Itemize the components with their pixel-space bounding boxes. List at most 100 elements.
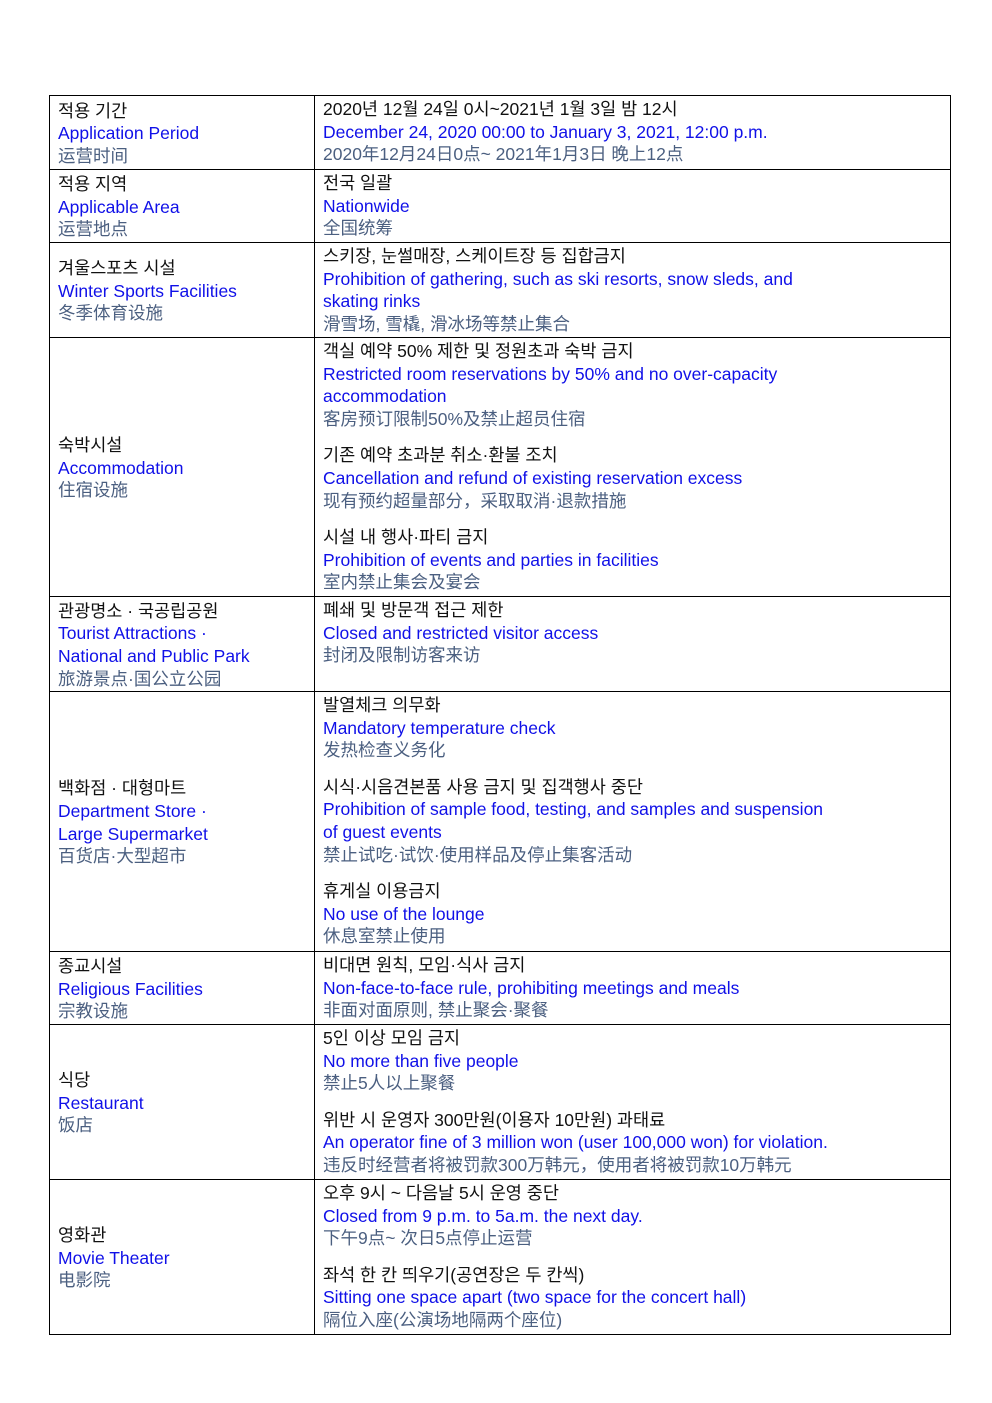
measure-item: 시식·시음견본품 사용 금지 및 집객행사 중단 Prohibition of s… <box>323 776 942 866</box>
measure-item: 객실 예약 50% 제한 및 정원초과 숙박 금지 Restricted room… <box>323 340 942 430</box>
korean-text: 오후 9시 ~ 다음날 5시 운영 중단 <box>323 1183 559 1203</box>
english-text: National and Public Park <box>58 646 250 666</box>
english-text: Closed from 9 p.m. to 5a.m. the next day… <box>323 1205 643 1226</box>
measure-cell: 발열체크 의무화 Mandatory temperature check 发热检查义… <box>314 691 951 952</box>
english-text: Closed and restricted visitor access <box>323 622 599 643</box>
english-text: of guest events <box>323 821 442 842</box>
english-text: Department Store · <box>58 800 207 821</box>
korean-text: 식당 <box>58 1070 91 1091</box>
measure-item: 스키장, 눈썰매장, 스케이트장 등 집합금지 Prohibition of ga… <box>323 245 942 335</box>
english-text: Application Period <box>58 123 200 144</box>
category-cell: 적용 기간 Application Period 运营时间 <box>49 95 315 170</box>
measure-item: 비대면 원칙, 모임·식사 금지 Non-face-to-face rule, p… <box>323 954 942 1022</box>
measure-cell: 오후 9시 ~ 다음날 5시 운영 중단 Closed from 9 p.m. t… <box>314 1179 951 1335</box>
korean-text: 백화점 · 대형마트 <box>58 778 187 799</box>
table-row: 백화점 · 대형마트 Department Store · Large Superm… <box>49 691 951 952</box>
english-text: Tourist Attractions · <box>58 623 207 644</box>
chinese-text: 宗教设施 <box>58 1001 128 1022</box>
korean-text: 전국 일괄 <box>323 173 393 193</box>
korean-text: 숙박시설 <box>58 435 123 456</box>
korean-text: 비대면 원칙, 모임·식사 금지 <box>323 955 526 975</box>
measure-item: 기존 예약 초과분 취소·환불 조치 Cancellation and refun… <box>323 444 942 512</box>
category-cell: 백화점 · 대형마트 Department Store · Large Superm… <box>49 691 315 952</box>
chinese-text: 运营地点 <box>58 219 128 240</box>
category-cell: 숙박시설 Accommodation 住宿设施 <box>49 337 315 597</box>
measure-item: 위반 시 운영자 300만원(이용자 10만원) 과태료 An operator … <box>323 1109 942 1177</box>
category-cell: 적용 지역 Applicable Area 运营地点 <box>49 169 315 243</box>
chinese-text: 隔位入座(公演场地隔两个座位) <box>323 1309 563 1330</box>
table-body: 적용 기간 Application Period 运营时间 2020년 12월 24일… <box>49 95 951 1335</box>
english-text: Restaurant <box>58 1092 144 1113</box>
english-text: Mandatory temperature check <box>323 717 556 738</box>
measure-item: 5인 이상 모임 금지 No more than five people 禁止5人以… <box>323 1027 942 1095</box>
category-cell: 식당 Restaurant 饭店 <box>49 1024 315 1180</box>
measure-item: 폐쇄 및 방문객 접근 제한 Closed and restricted visi… <box>323 599 942 667</box>
korean-text: 시설 내 행사·파티 금지 <box>323 527 489 548</box>
english-text: Winter Sports Facilities <box>58 280 237 301</box>
korean-text: 좌석 한 칸 띄우기(공연장은 두 칸씩) <box>323 1264 585 1285</box>
english-text: Cancellation and refund of existing rese… <box>323 467 743 488</box>
chinese-text: 电影院 <box>58 1270 111 1291</box>
english-text: Large Supermarket <box>58 823 208 844</box>
chinese-text: 冬季体育设施 <box>58 303 163 324</box>
measure-cell: 5인 이상 모임 금지 No more than five people 禁止5人以… <box>314 1024 951 1180</box>
korean-text: 겨울스포츠 시설 <box>58 258 176 279</box>
chinese-text: 饭店 <box>58 1115 93 1136</box>
measure-cell: 비대면 원칙, 모임·식사 금지 Non-face-to-face rule, p… <box>314 951 951 1025</box>
chinese-text: 室内禁止集会及宴会 <box>323 572 481 593</box>
korean-text: 관광명소 · 국공립공원 <box>58 600 219 621</box>
measure-item: 2020년 12월 24일 0시~2021년 1월 3일 밤 12시 Decemb… <box>323 98 942 166</box>
chinese-text: 禁止5人以上聚餐 <box>323 1073 456 1094</box>
english-text: Accommodation <box>58 457 184 478</box>
table-row: 관광명소 · 국공립공원 Tourist Attractions · Nationa… <box>49 596 951 692</box>
chinese-text: 滑雪场, 雪橇, 滑冰场等禁止集合 <box>323 313 570 334</box>
measure-item: 시설 내 행사·파티 금지 Prohibition of events and p… <box>323 526 942 594</box>
category-cell: 겨울스포츠 시설 Winter Sports Facilities 冬季体育设施 <box>49 242 315 338</box>
chinese-text: 运营时间 <box>58 145 128 166</box>
measure-item: 발열체크 의무화 Mandatory temperature check 发热检查义… <box>323 694 942 762</box>
english-text: Applicable Area <box>58 196 180 217</box>
english-text: No use of the lounge <box>323 903 485 924</box>
korean-text: 5인 이상 모임 금지 <box>323 1028 461 1048</box>
korean-text: 적용 지역 <box>58 174 128 195</box>
measure-cell: 스키장, 눈썰매장, 스케이트장 등 집합금지 Prohibition of ga… <box>314 242 951 338</box>
chinese-text: 下午9点~ 次日5点停止运营 <box>323 1228 533 1249</box>
korean-text: 시식·시음견본품 사용 금지 및 집객행사 중단 <box>323 776 643 797</box>
chinese-text: 非面对面原则, 禁止聚会·聚餐 <box>323 1000 549 1021</box>
english-text: accommodation <box>323 386 447 407</box>
measure-cell: 객실 예약 50% 제한 및 정원초과 숙박 금지 Restricted room… <box>314 337 951 597</box>
english-text: Restricted room reservations by 50% and … <box>323 363 778 384</box>
english-text: Prohibition of sample food, testing, and… <box>323 799 824 820</box>
english-text: Prohibition of events and parties in fac… <box>323 549 659 570</box>
korean-text: 적용 기간 <box>58 100 128 121</box>
category-cell: 종교시설 Religious Facilities 宗教设施 <box>49 951 315 1025</box>
chinese-text: 休息室禁止使用 <box>323 926 446 947</box>
korean-text: 2020년 12월 24일 0시~2021년 1월 3일 밤 12시 <box>323 99 678 119</box>
english-text: December 24, 2020 00:00 to January 3, 20… <box>323 121 768 142</box>
korean-text: 위반 시 운영자 300만원(이용자 10만원) 과태료 <box>323 1109 666 1130</box>
measure-cell: 전국 일괄 Nationwide 全国统筹 <box>314 169 951 243</box>
table-row: 적용 지역 Applicable Area 运营地点 전국 일괄 Nationwide 全… <box>49 169 951 243</box>
chinese-text: 发热检查义务化 <box>323 740 446 761</box>
chinese-text: 禁止试吃·试饮·使用样品及停止集客活动 <box>323 844 633 865</box>
measure-item: 전국 일괄 Nationwide 全国统筹 <box>323 172 942 240</box>
chinese-text: 百货店·大型超市 <box>58 846 187 867</box>
korean-text: 발열체크 의무화 <box>323 695 441 715</box>
english-text: Movie Theater <box>58 1247 170 1268</box>
measure-item: 오후 9시 ~ 다음날 5시 운영 중단 Closed from 9 p.m. t… <box>323 1182 942 1250</box>
english-text: Non-face-to-face rule, prohibiting meeti… <box>323 977 740 998</box>
measure-item: 좌석 한 칸 띄우기(공연장은 두 칸씩) Sitting one space a… <box>323 1264 942 1332</box>
chinese-text: 客房预订限制50%及禁止超员住宿 <box>323 408 586 429</box>
table-row: 숙박시설 Accommodation 住宿设施 객실 예약 50% 제한 및 정원초과… <box>49 337 951 597</box>
english-text: Religious Facilities <box>58 978 203 999</box>
table-row: 겨울스포츠 시설 Winter Sports Facilities 冬季体育设施 스키… <box>49 242 951 338</box>
chinese-text: 旅游景点·国公立公园 <box>58 668 222 689</box>
english-text: skating rinks <box>323 291 421 312</box>
korean-text: 폐쇄 및 방문객 접근 제한 <box>323 600 504 620</box>
table-row: 식당 Restaurant 饭店 5인 이상 모임 금지 No more than fi… <box>49 1024 951 1180</box>
category-cell: 영화관 Movie Theater 电影院 <box>49 1179 315 1335</box>
korean-text: 객실 예약 50% 제한 및 정원초과 숙박 금지 <box>323 341 634 361</box>
korean-text: 영화관 <box>58 1225 107 1246</box>
chinese-text: 封闭及限制访客来访 <box>323 645 481 666</box>
korean-text: 종교시설 <box>58 956 123 977</box>
